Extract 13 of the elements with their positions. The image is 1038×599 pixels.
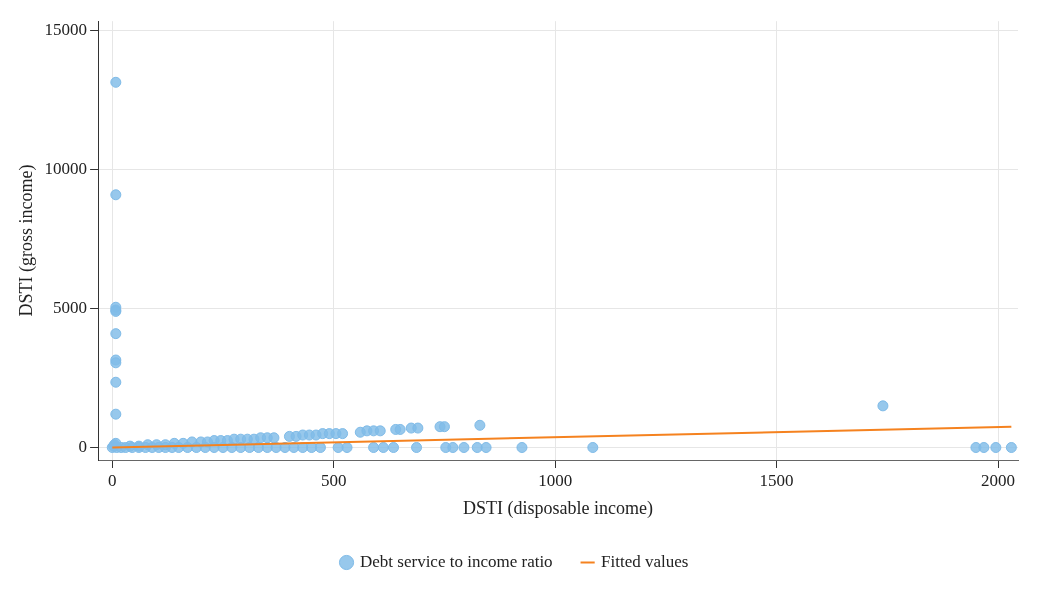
x-tick-label: 500 <box>320 470 347 490</box>
x-tick-label: 1000 <box>538 470 573 490</box>
y-tick-label: 10000 <box>44 159 88 179</box>
legend-label: Debt service to income ratio <box>360 551 553 571</box>
y-tick-label: 0 <box>78 436 88 456</box>
x-tick-label: 1500 <box>759 470 794 490</box>
y-tick-label: 5000 <box>53 298 88 318</box>
legend-label: Fitted values <box>601 551 689 571</box>
y-axis-title: DSTI (gross income) <box>15 164 37 317</box>
x-tick-label: 2000 <box>981 470 1016 490</box>
y-tick-label: 15000 <box>44 20 88 40</box>
x-tick-label: 0 <box>108 470 117 490</box>
x-axis-title: DSTI (disposable income) <box>463 497 654 519</box>
